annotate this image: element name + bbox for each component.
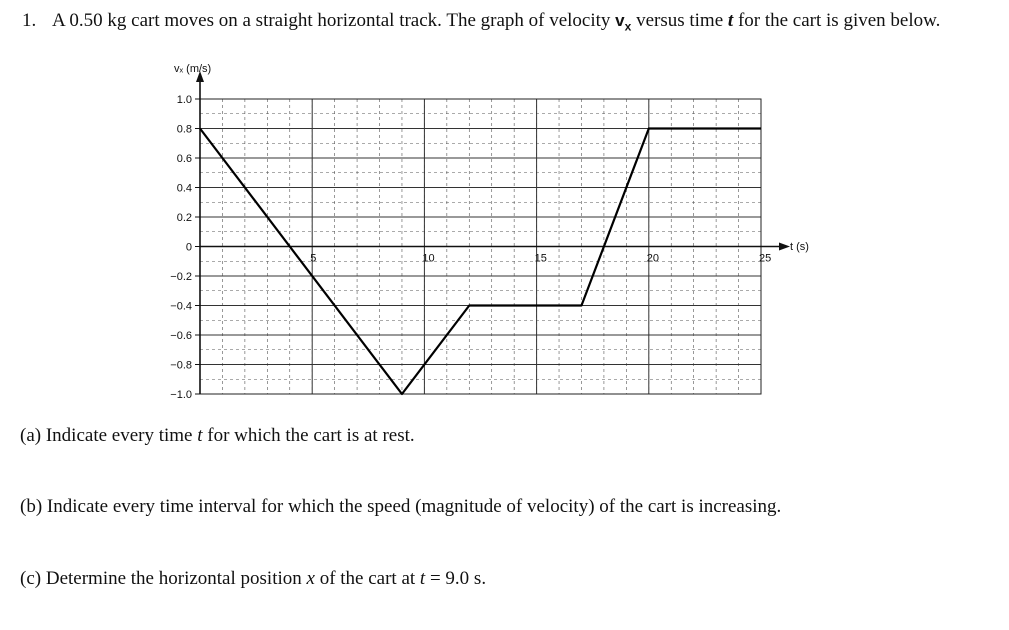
question-number: 1. — [22, 10, 37, 31]
y-tick-labels: 1.0 0.8 0.6 0.4 0.2 0 −0.2 −0.4 −0.6 −0.8 −1.0 — [170, 94, 192, 401]
x-axis-arrow — [779, 242, 790, 251]
y-tick-label: −0.2 — [170, 271, 192, 283]
data-series — [199, 127, 762, 396]
y-axis-arrow — [196, 71, 204, 82]
part-c-text-1: Determine the horizontal position — [45, 568, 307, 589]
part-a-text-1: Indicate every time — [45, 425, 198, 446]
y-tick-label: −1.0 — [170, 389, 192, 401]
part-c-text-2: of the cart at — [314, 568, 420, 589]
x-tick-label: 5 — [310, 253, 316, 265]
y-tick-label: 1.0 — [177, 94, 192, 106]
velocity-line — [199, 127, 761, 396]
x-axis-label: t (s) — [790, 241, 809, 253]
x-tick-label: 15 — [535, 253, 547, 265]
y-axis-label: vₓ (m/s) — [174, 63, 211, 75]
x-tick-label: 10 — [422, 253, 434, 265]
y-tick-label: −0.4 — [170, 301, 192, 313]
velocity-time-graph: 1.0 0.8 0.6 0.4 0.2 0 −0.2 −0.4 −0.6 −0.8 −1.0 5 10… — [170, 63, 809, 401]
y-tick-label: 0.4 — [177, 183, 192, 195]
part-c-label: (c) — [20, 568, 42, 589]
part-c-variable-x: x — [306, 568, 315, 589]
y-tick-label: 0.2 — [177, 212, 192, 224]
question-text-part-2: versus time — [631, 10, 728, 31]
x-tick-label: 20 — [647, 253, 659, 265]
time-symbol: t — [727, 10, 734, 31]
part-a-label: (a) — [20, 425, 42, 446]
x-tick-labels: 5 10 15 20 25 — [310, 253, 771, 265]
part-a-variable: t — [197, 425, 203, 446]
x-tick-label: 25 — [759, 253, 771, 265]
part-c-text-3: = 9.0 s. — [425, 568, 487, 589]
velocity-symbol: vx — [615, 11, 632, 34]
part-a: (a) Indicate every time t for which the … — [20, 424, 415, 448]
question-text: A 0.50 kg cart moves on a straight horiz… — [52, 8, 972, 39]
part-b-text: Indicate every time interval for which t… — [46, 496, 782, 517]
question-text-part-3: for the cart is given below. — [733, 10, 941, 31]
part-a-text-2: for which the cart is at rest. — [202, 425, 415, 446]
part-b-label: (b) — [20, 496, 43, 517]
y-tick-label: −0.6 — [170, 330, 192, 342]
question-text-part-1: A 0.50 kg cart moves on a straight horiz… — [52, 10, 616, 31]
part-c: (c) Determine the horizontal position x … — [20, 567, 486, 591]
y-tick-label: 0.6 — [177, 153, 192, 165]
part-b: (b) Indicate every time interval for whi… — [20, 495, 781, 519]
axes — [195, 71, 790, 395]
y-tick-label: −0.8 — [170, 360, 192, 372]
y-tick-label: 0.8 — [177, 124, 192, 136]
part-c-variable-t: t — [419, 568, 426, 589]
y-tick-label: 0 — [186, 242, 192, 254]
